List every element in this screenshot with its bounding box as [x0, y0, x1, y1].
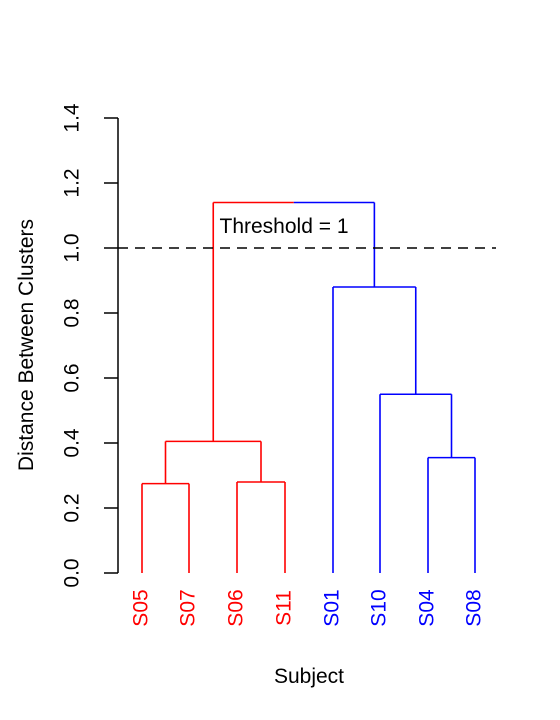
y-tick-label: 0.6: [61, 363, 84, 392]
y-tick-label: 0.8: [61, 298, 84, 327]
leaf-label-s05: S05: [130, 589, 153, 626]
y-tick-label: 1.0: [61, 233, 84, 262]
y-axis-label: Distance Between Clusters: [15, 219, 38, 471]
x-axis-label: Subject: [274, 665, 344, 688]
leaf-label-s01: S01: [321, 589, 344, 626]
y-tick-label: 1.4: [61, 103, 84, 133]
leaf-label-s10: S10: [368, 589, 391, 626]
y-tick-label: 1.2: [61, 168, 84, 197]
y-tick-label: 0.4: [61, 428, 84, 458]
leaf-labels: S05 S07 S06 S11 S01 S10 S04 S08: [130, 589, 486, 627]
leaf-label-s04: S04: [416, 589, 439, 627]
threshold-annotation: Threshold = 1: [220, 215, 349, 238]
y-tick-label: 0.0: [61, 558, 84, 587]
leaf-label-s08: S08: [463, 589, 486, 626]
leaf-label-s06: S06: [225, 589, 248, 626]
leaf-label-s11: S11: [273, 590, 296, 626]
dendrogram-tree: [141, 201, 476, 573]
y-tick-label: 0.2: [61, 493, 84, 522]
y-axis: 0.0 0.2 0.4 0.6 0.8 1.0 1.2 1.4: [61, 103, 119, 588]
leaf-label-s07: S07: [177, 589, 200, 626]
